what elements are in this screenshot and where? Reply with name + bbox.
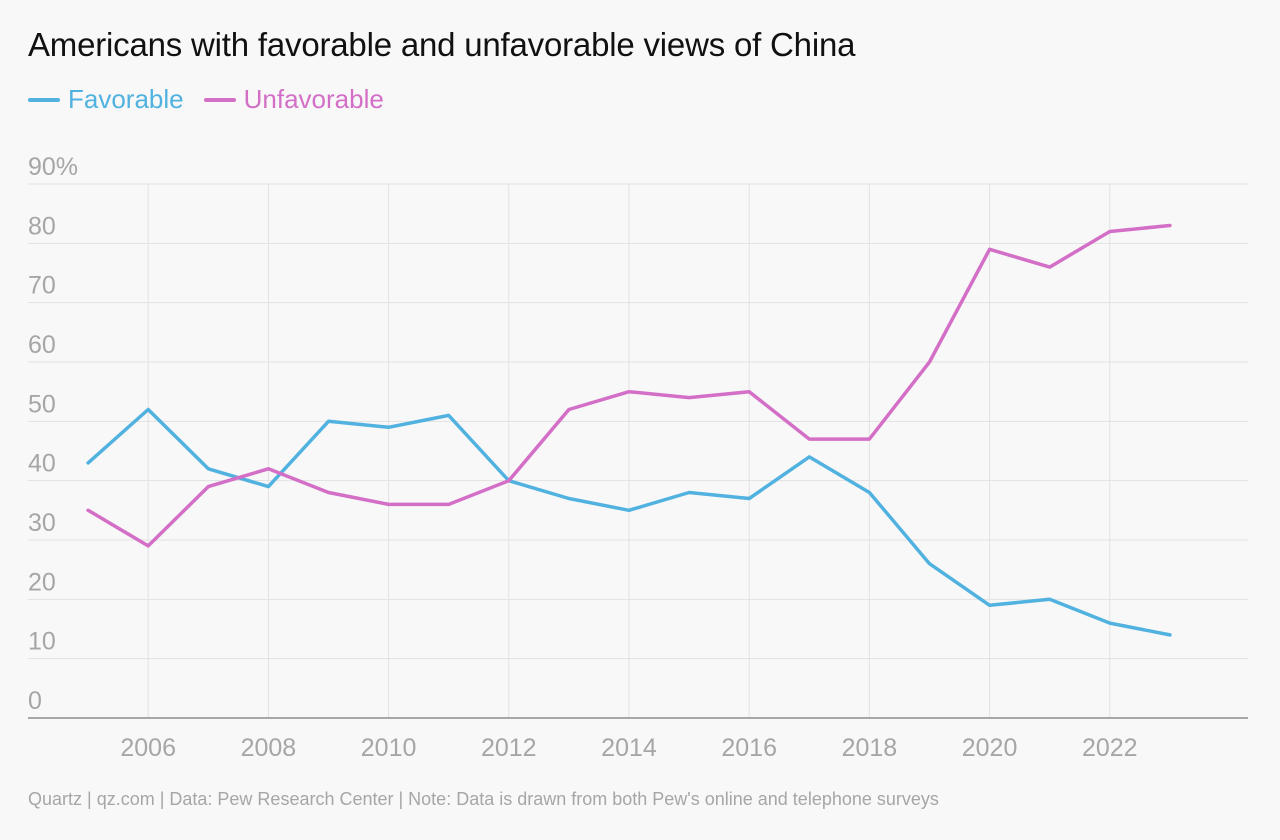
y-tick-label-40: 40 [28,450,56,478]
x-tick-label-2016: 2016 [721,734,777,762]
series-line-favorable [86,407,1172,637]
legend-item-favorable: Favorable [28,84,184,115]
x-tick-label-2008: 2008 [241,734,297,762]
y-tick-label-90: 90% [28,153,78,181]
chart-legend: Favorable Unfavorable [28,84,384,115]
x-tick-label-2012: 2012 [481,734,537,762]
legend-item-unfavorable: Unfavorable [203,84,384,115]
x-tick-label-2006: 2006 [120,734,176,762]
y-tick-label-80: 80 [28,212,56,240]
y-tick-label-20: 20 [28,568,56,596]
y-tick-label-10: 10 [28,628,56,656]
series-line-unfavorable [86,223,1172,548]
y-tick-label-60: 60 [28,331,56,359]
legend-label-unfavorable: Unfavorable [243,84,384,114]
x-tick-label-2010: 2010 [361,734,417,762]
y-tick-label-0: 0 [28,687,42,715]
y-tick-label-70: 70 [28,272,56,300]
x-tick-label-2022: 2022 [1082,734,1138,762]
x-tick-label-2018: 2018 [842,734,898,762]
source-note: Quartz | qz.com | Data: Pew Research Cen… [28,789,939,809]
y-tick-label-50: 50 [28,390,56,418]
legend-label-favorable: Favorable [68,84,184,114]
x-tick-label-2020: 2020 [962,734,1018,762]
legend-swatch-unfavorable [203,97,236,102]
legend-swatch-favorable [28,97,60,102]
x-tick-label-2014: 2014 [601,734,657,762]
chart-title: Americans with favorable and unfavorable… [28,26,856,63]
y-tick-label-30: 30 [28,509,56,537]
